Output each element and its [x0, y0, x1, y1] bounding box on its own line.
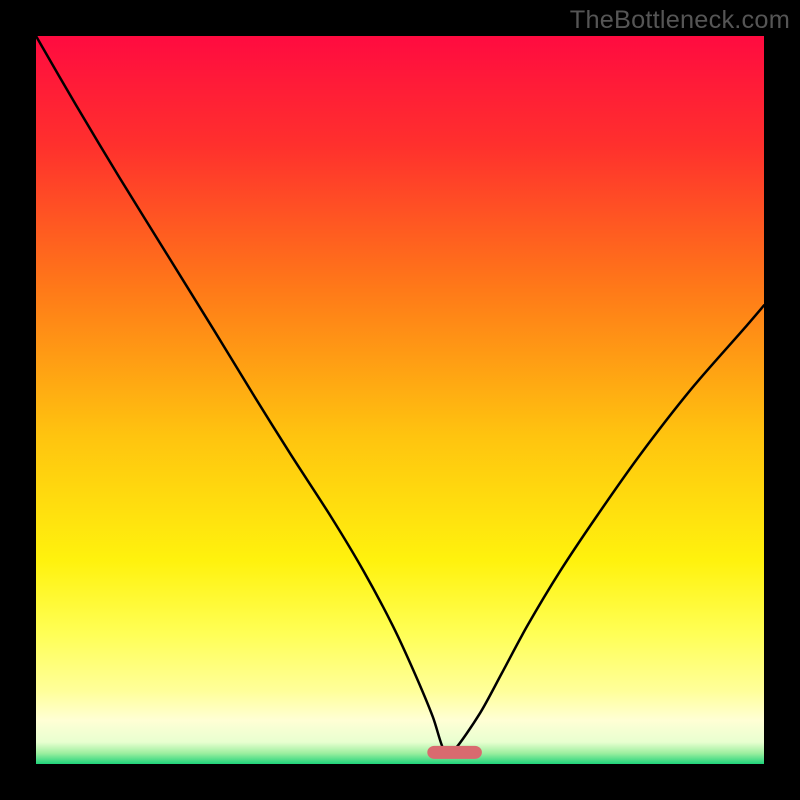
chart-plot-area — [36, 36, 764, 764]
watermark-label: TheBottleneck.com — [570, 6, 790, 35]
bottleneck-chart-svg — [0, 0, 800, 800]
chart-container: TheBottleneck.com — [0, 0, 800, 800]
optimal-marker-pill — [427, 746, 482, 759]
